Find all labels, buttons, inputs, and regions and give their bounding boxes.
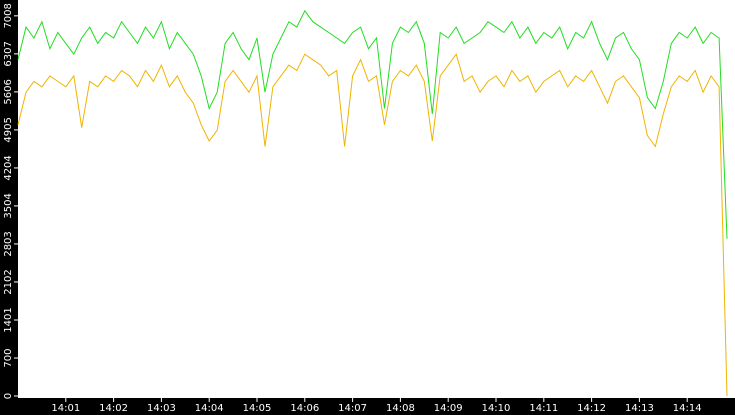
y-tick-label: 4204 <box>3 155 14 180</box>
y-tick-label: 5606 <box>3 79 14 104</box>
x-tick-label: 14:02 <box>99 403 128 414</box>
y-tick-label: 700 <box>3 348 14 367</box>
x-tick-label: 14:06 <box>290 403 319 414</box>
y-axis-strip <box>0 0 18 415</box>
x-tick-label: 14:10 <box>482 403 511 414</box>
x-tick-label: 14:12 <box>577 403 606 414</box>
y-tick-label: 1401 <box>3 307 14 332</box>
x-tick-label: 14:13 <box>625 403 654 414</box>
x-axis-strip <box>0 398 735 415</box>
y-tick-label: 6307 <box>3 41 14 66</box>
series-line <box>17 9 728 239</box>
y-tick-label: 2102 <box>3 269 14 294</box>
y-tick-label: 3504 <box>3 193 14 218</box>
y-tick-label: 7008 <box>3 3 14 28</box>
y-tick-label: 2803 <box>3 231 14 256</box>
series-line <box>17 53 728 397</box>
x-tick-label: 14:03 <box>147 403 176 414</box>
x-tick-label: 14:11 <box>529 403 558 414</box>
x-tick-label: 14:09 <box>434 403 463 414</box>
x-tick-label: 14:01 <box>51 403 80 414</box>
x-tick-label: 14:05 <box>243 403 272 414</box>
y-tick-label: 0 <box>3 393 14 399</box>
x-tick-label: 14:08 <box>386 403 415 414</box>
x-tick-label: 14:14 <box>673 403 702 414</box>
x-tick-label: 14:07 <box>338 403 367 414</box>
x-tick-label: 14:04 <box>195 403 224 414</box>
y-tick-label: 4905 <box>3 117 14 142</box>
